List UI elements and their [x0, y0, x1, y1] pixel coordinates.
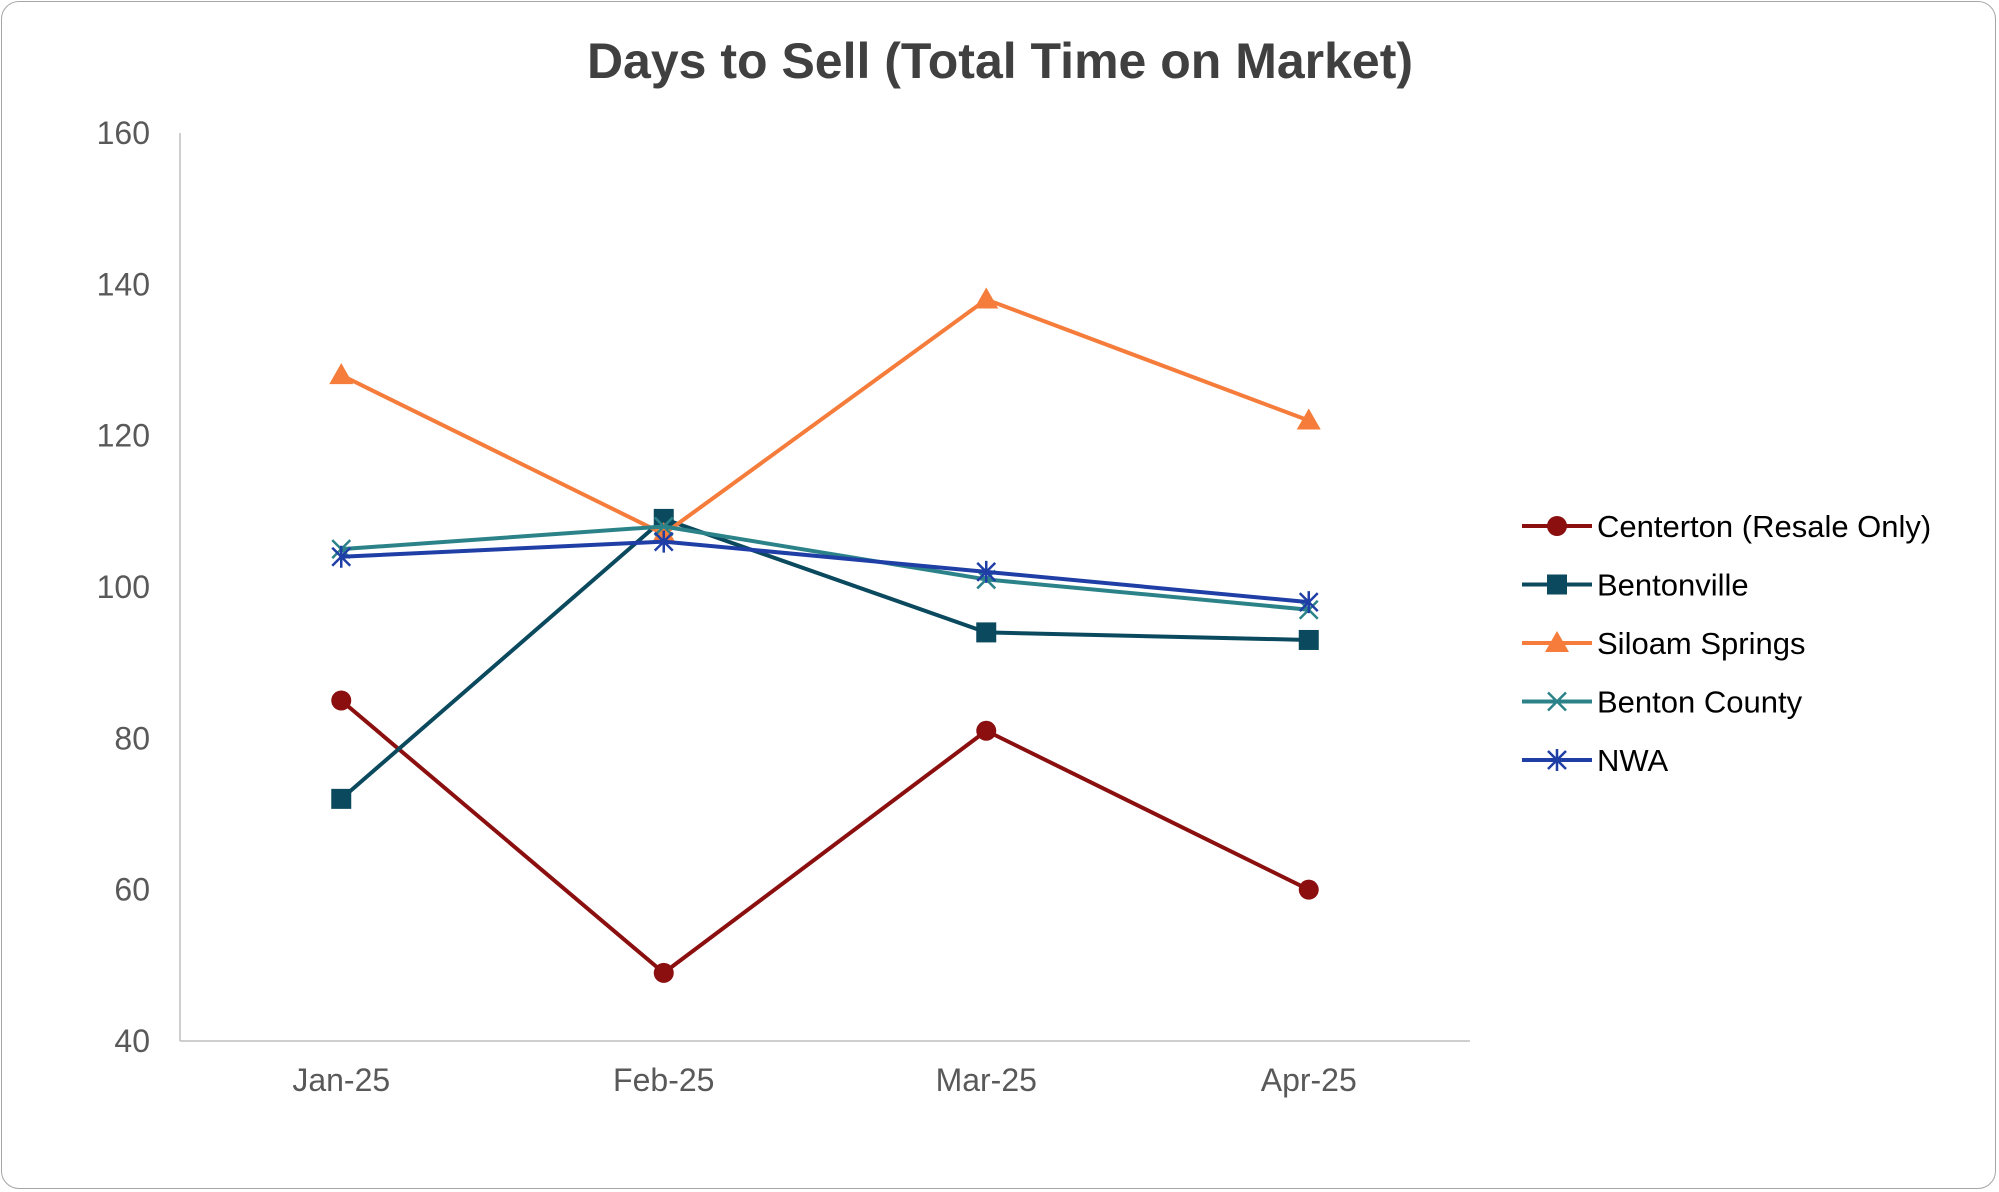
series-line [339, 539, 1311, 605]
y-tick-label: 140 [97, 266, 150, 302]
y-tick-label: 40 [114, 1023, 150, 1059]
data-point [329, 363, 354, 385]
series-2 [329, 287, 1321, 544]
data-point [1298, 879, 1319, 900]
legend-marker [1547, 516, 1567, 536]
y-tick-label: 120 [97, 418, 150, 454]
data-point [974, 287, 999, 309]
y-tick-label: 80 [114, 720, 150, 756]
y-tick-label: 60 [114, 872, 150, 908]
x-tick-label: Jan-25 [292, 1062, 390, 1098]
legend-item: Benton County [1522, 685, 1803, 720]
series-4 [331, 530, 1319, 614]
data-point [1298, 591, 1319, 614]
data-point [1296, 408, 1321, 430]
legend-marker [1547, 691, 1567, 712]
legend: Centerton (Resale Only) Bentonville Siloam… [1522, 509, 1931, 778]
data-point [653, 516, 674, 537]
legend-item: Centerton (Resale Only) [1522, 509, 1931, 544]
series-line [339, 698, 1311, 975]
legend-label: Centerton (Resale Only) [1597, 509, 1931, 544]
series-1 [331, 508, 1319, 809]
x-tick-label: Mar-25 [936, 1062, 1037, 1098]
data-point [331, 788, 352, 809]
x-tick-label: Apr-25 [1261, 1062, 1357, 1098]
data-point [331, 690, 352, 711]
axes: 40 60 80 100 120 140 160 Jan-25 Feb-25 Mar-25 Apr-… [97, 115, 1470, 1098]
data-point [331, 545, 352, 568]
legend-marker [1547, 574, 1567, 595]
data-point [653, 962, 674, 983]
legend-label: Siloam Springs [1597, 626, 1805, 661]
series-0 [331, 690, 1319, 983]
data-point [976, 622, 997, 643]
chart-title: Days to Sell (Total Time on Market) [587, 33, 1413, 89]
series-3 [331, 516, 1319, 620]
legend-marker [1547, 749, 1567, 771]
data-point [976, 560, 997, 583]
y-tick-label: 160 [97, 115, 150, 151]
legend-marker [1545, 631, 1569, 652]
legend-label: NWA [1597, 743, 1668, 778]
series-layer [329, 287, 1321, 983]
data-point [976, 720, 997, 741]
y-tick-label: 100 [97, 569, 150, 605]
data-point [653, 530, 674, 553]
series-line [339, 297, 1311, 537]
legend-item: Siloam Springs [1522, 626, 1805, 661]
series-line [339, 524, 1311, 612]
legend-label: Bentonville [1597, 568, 1749, 603]
legend-label: Benton County [1597, 685, 1803, 720]
series-line [339, 516, 1311, 801]
legend-item: NWA [1522, 743, 1668, 778]
data-point [1298, 629, 1319, 650]
data-point [653, 508, 674, 529]
legend-item: Bentonville [1522, 568, 1749, 603]
x-tick-label: Feb-25 [613, 1062, 714, 1098]
